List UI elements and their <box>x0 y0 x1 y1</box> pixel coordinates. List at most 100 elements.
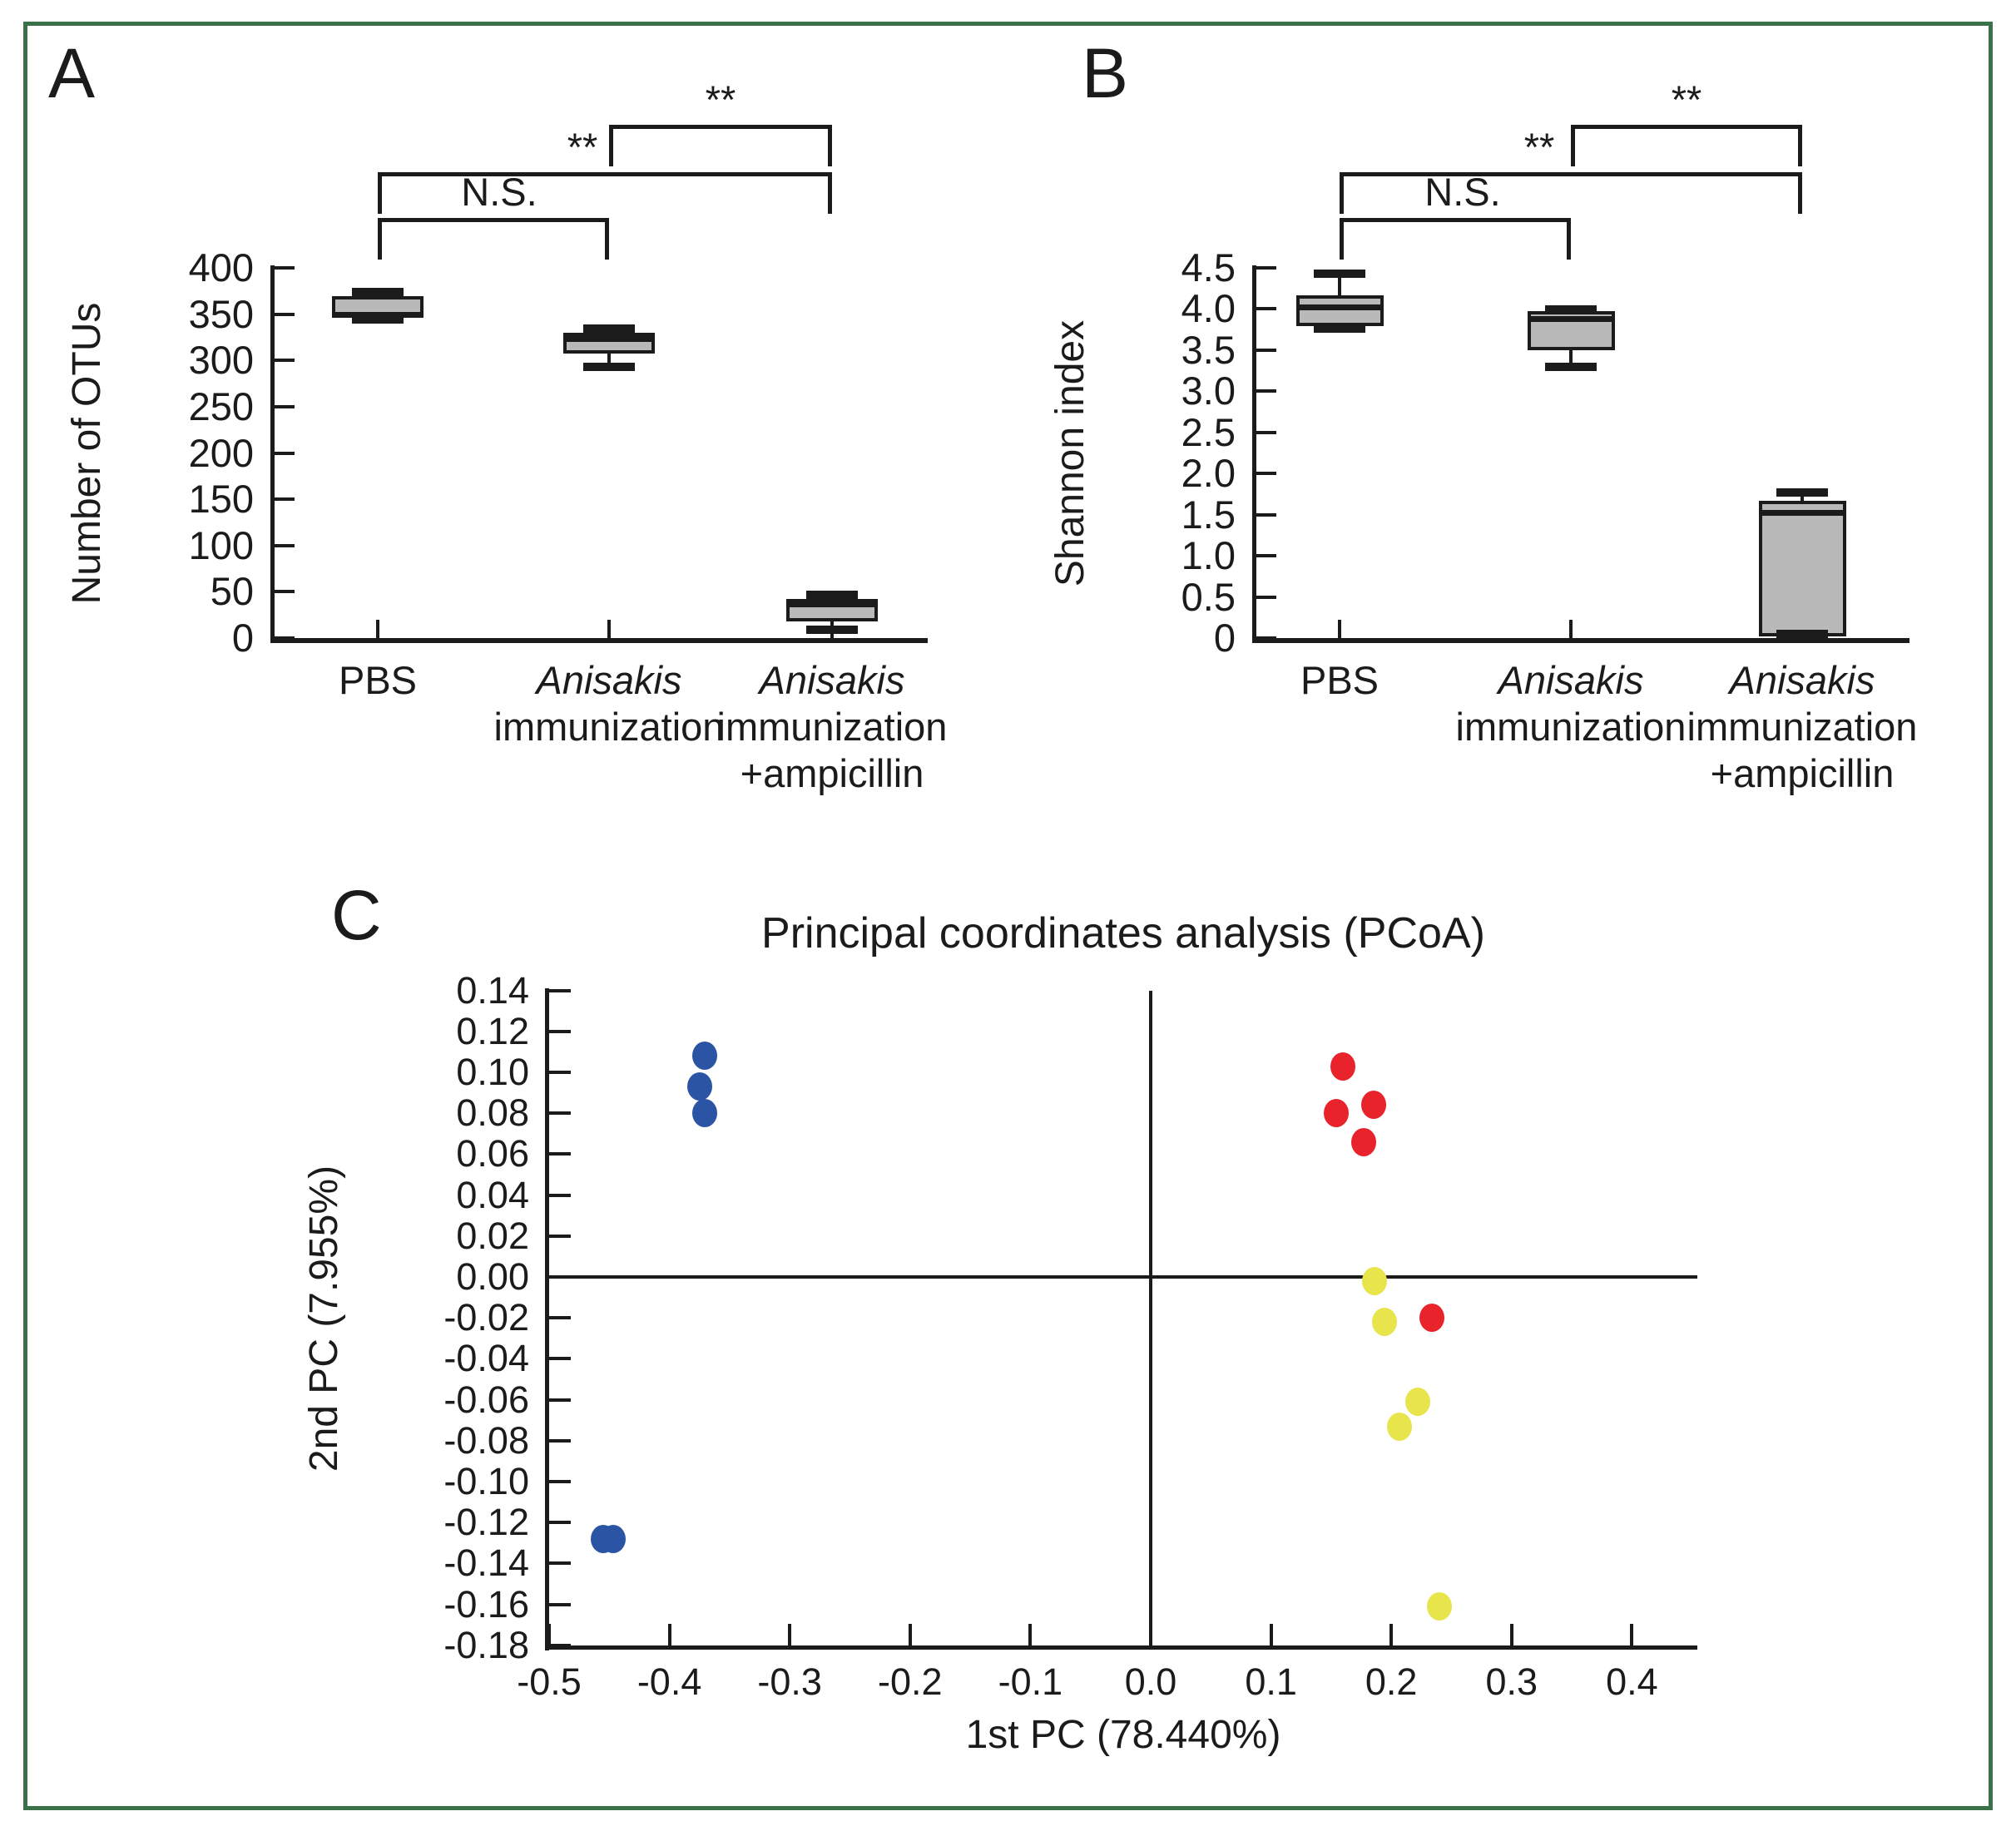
x-tick-b <box>1338 620 1341 638</box>
c-y-tick-label: -0.16 <box>443 1582 529 1626</box>
c-y-tick-label: 0.00 <box>456 1255 529 1298</box>
c-y-tick-label: 0.04 <box>456 1173 529 1216</box>
y-tick-label-b: 0 <box>1213 616 1236 660</box>
y-tick-b <box>1256 595 1276 599</box>
significance-bracket <box>1571 125 1802 129</box>
significance-bracket-end <box>1567 218 1571 260</box>
c-zero-horizontal-line <box>549 1275 1697 1279</box>
group-label-b: Anisakis <box>1498 658 1644 702</box>
c-x-tick <box>1389 1624 1394 1645</box>
whisker-cap-lower <box>1545 362 1597 371</box>
scatter-dot-red <box>1419 1304 1445 1333</box>
c-y-tick <box>549 1602 571 1606</box>
c-x-tick <box>1509 1624 1513 1645</box>
y-axis-line-b <box>1252 265 1256 643</box>
c-y-tick <box>549 1480 571 1483</box>
c-y-tick <box>549 1398 571 1402</box>
significance-label: N.S. <box>461 170 537 214</box>
significance-bracket-end <box>1340 172 1344 214</box>
significance-bracket-end <box>378 218 382 260</box>
y-tick-b <box>1256 266 1276 270</box>
y-tick-a <box>275 636 295 640</box>
c-y-tick <box>549 1275 571 1279</box>
c-y-tick-label: -0.06 <box>443 1378 529 1421</box>
c-y-tick-label: 0.08 <box>456 1091 529 1135</box>
y-tick-b <box>1256 430 1276 434</box>
y-tick-label-a: 150 <box>188 477 254 522</box>
y-tick-label-a: 350 <box>188 291 254 336</box>
whisker-lower <box>1569 349 1573 367</box>
y-tick-label-a: 400 <box>188 245 254 289</box>
group-label-a: Anisakis <box>759 658 905 702</box>
c-x-axis-line <box>545 1645 1697 1650</box>
group-label-b: +ampicillin <box>1710 751 1895 795</box>
significance-bracket <box>609 125 832 129</box>
y-tick-a <box>275 266 295 270</box>
group-label-b: PBS <box>1300 658 1379 702</box>
y-tick-b <box>1256 389 1276 393</box>
whisker-upper <box>1338 273 1341 295</box>
whisker-cap-upper <box>806 590 858 599</box>
c-x-tick-label: -0.3 <box>757 1660 822 1703</box>
y-tick-label-b: 2.0 <box>1181 451 1236 496</box>
c-y-tick <box>549 1561 571 1566</box>
scatter-dot-blue <box>691 1099 717 1128</box>
group-label-a: immunization <box>493 705 725 749</box>
y-tick-label-a: 200 <box>188 430 254 475</box>
significance-bracket-end <box>605 218 609 260</box>
significance-label: ** <box>1671 77 1702 121</box>
median-line <box>1527 316 1615 323</box>
whisker-cap-upper <box>1314 269 1365 278</box>
significance-bracket-end <box>378 172 382 214</box>
group-label-b: immunization <box>1687 705 1918 749</box>
scatter-dot-red <box>1330 1052 1356 1081</box>
scatter-dot-blue <box>600 1524 626 1553</box>
scatter-dot-blue <box>686 1072 712 1101</box>
c-x-tick-label: 0.2 <box>1365 1660 1418 1703</box>
y-tick-label-b: 1.0 <box>1181 533 1236 578</box>
c-x-tick-label: 0.3 <box>1485 1660 1538 1703</box>
whisker-cap-lower <box>1314 324 1365 334</box>
c-x-tick <box>1630 1624 1634 1645</box>
c-y-tick-label: -0.04 <box>443 1337 529 1380</box>
c-y-tick <box>549 1357 571 1361</box>
y-axis-line-a <box>270 265 275 643</box>
y-tick-label-b: 1.5 <box>1181 492 1236 537</box>
x-axis-line-a <box>270 638 928 643</box>
c-x-tick <box>788 1624 792 1645</box>
y-tick-b <box>1256 554 1276 558</box>
whisker-cap-lower <box>352 315 404 324</box>
c-y-tick-label: 0.10 <box>456 1051 529 1093</box>
x-tick-b <box>1569 620 1573 638</box>
c-y-tick <box>549 1643 571 1647</box>
significance-label: ** <box>705 77 736 121</box>
panel-b-label: B <box>1082 34 1129 112</box>
c-y-tick <box>549 1316 571 1320</box>
y-tick-label-a: 250 <box>188 384 254 428</box>
c-y-tick-label: -0.14 <box>443 1542 529 1585</box>
y-tick-b <box>1256 472 1276 476</box>
significance-label: ** <box>567 125 598 169</box>
significance-bracket-end <box>828 172 832 214</box>
c-y-tick-label: -0.10 <box>443 1460 529 1502</box>
panel-c-title: Principal coordinates analysis (PCoA) <box>761 909 1485 958</box>
c-y-tick <box>549 1521 571 1525</box>
y-tick-a <box>275 543 295 547</box>
x-tick-a <box>607 620 611 638</box>
scatter-dot-blue <box>691 1042 717 1071</box>
whisker-cap-upper <box>352 287 404 296</box>
c-x-tick-label: -0.5 <box>517 1660 582 1703</box>
y-tick-a <box>275 497 295 502</box>
y-tick-b <box>1256 307 1276 311</box>
group-label-a: Anisakis <box>536 658 682 702</box>
significance-label: N.S. <box>1424 170 1501 214</box>
y-tick-label-b: 3.5 <box>1181 327 1236 372</box>
y-tick-label-b: 0.5 <box>1181 574 1236 619</box>
median-line <box>1295 304 1384 311</box>
whisker-lower <box>607 354 611 368</box>
y-tick-label-a: 100 <box>188 522 254 567</box>
whisker-cap-upper <box>1776 487 1828 497</box>
scatter-dot-yellow <box>1387 1412 1413 1441</box>
significance-bracket-end <box>609 125 613 166</box>
